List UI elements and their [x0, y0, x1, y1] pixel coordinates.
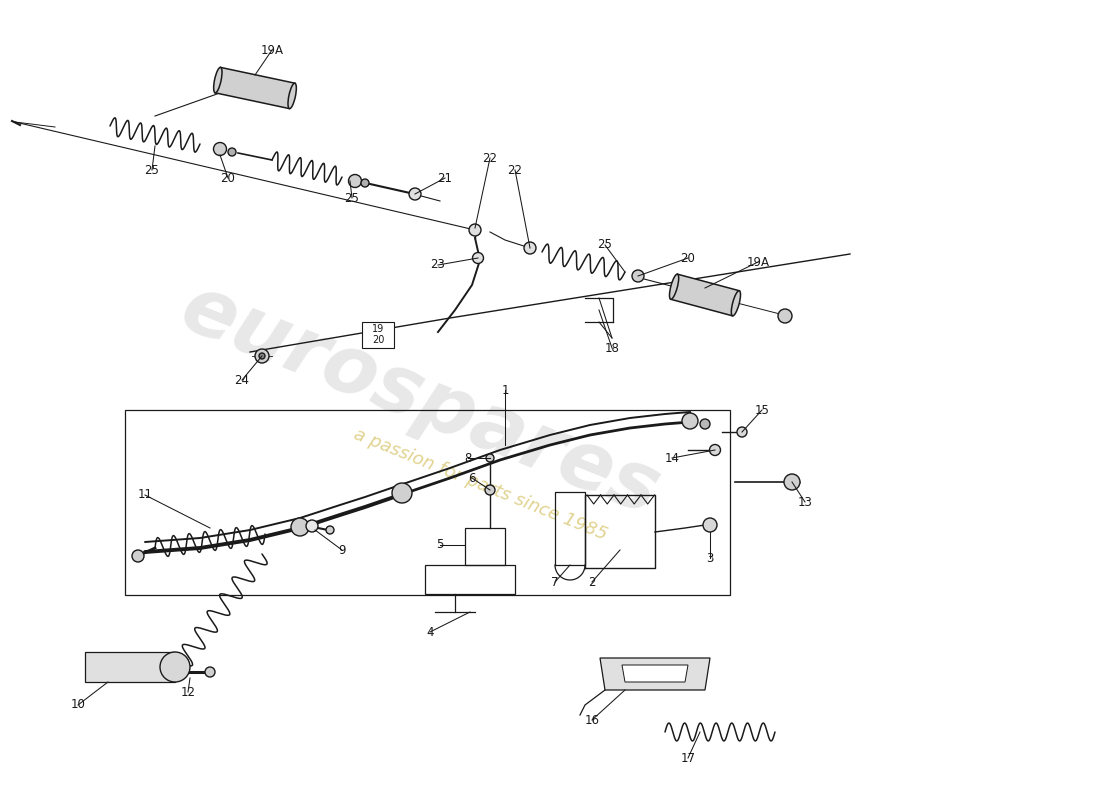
Polygon shape	[621, 665, 688, 682]
Text: 25: 25	[597, 238, 613, 251]
Circle shape	[703, 518, 717, 532]
Circle shape	[306, 520, 318, 532]
Text: 11: 11	[138, 489, 153, 502]
Text: 20: 20	[372, 335, 384, 345]
Text: 10: 10	[70, 698, 86, 711]
Text: 9: 9	[339, 543, 345, 557]
Text: 1: 1	[502, 383, 508, 397]
Text: a passion for parts since 1985: a passion for parts since 1985	[351, 426, 609, 544]
Ellipse shape	[732, 290, 740, 316]
Text: 21: 21	[438, 171, 452, 185]
Text: 7: 7	[551, 575, 559, 589]
Text: 15: 15	[755, 403, 769, 417]
Ellipse shape	[670, 274, 679, 299]
Circle shape	[486, 454, 494, 462]
Circle shape	[213, 142, 227, 155]
Circle shape	[258, 353, 265, 359]
Circle shape	[784, 474, 800, 490]
Circle shape	[349, 174, 362, 187]
Text: 23: 23	[430, 258, 446, 271]
Circle shape	[292, 518, 309, 536]
Circle shape	[473, 253, 484, 263]
Circle shape	[778, 309, 792, 323]
Text: 4: 4	[427, 626, 433, 638]
Text: 18: 18	[605, 342, 619, 354]
Text: 22: 22	[507, 163, 522, 177]
Circle shape	[228, 148, 236, 156]
Circle shape	[409, 188, 421, 200]
Circle shape	[326, 526, 334, 534]
Text: 25: 25	[344, 191, 360, 205]
Circle shape	[700, 419, 710, 429]
Text: 20: 20	[221, 171, 235, 185]
Text: 8: 8	[464, 451, 472, 465]
Bar	[362, 322, 394, 348]
Text: 3: 3	[706, 551, 714, 565]
Text: 5: 5	[437, 538, 443, 551]
Circle shape	[710, 445, 720, 455]
Circle shape	[524, 242, 536, 254]
Text: 16: 16	[584, 714, 600, 726]
Text: 2: 2	[588, 575, 596, 589]
Text: 6: 6	[469, 471, 475, 485]
Circle shape	[737, 427, 747, 437]
Text: 14: 14	[664, 451, 680, 465]
Text: 12: 12	[180, 686, 196, 698]
Circle shape	[361, 179, 368, 187]
Text: 19: 19	[372, 324, 384, 334]
Circle shape	[205, 667, 214, 677]
Circle shape	[255, 349, 270, 363]
Circle shape	[682, 413, 698, 429]
Polygon shape	[600, 658, 710, 690]
Text: 19A: 19A	[261, 43, 284, 57]
Circle shape	[160, 652, 190, 682]
Polygon shape	[671, 274, 739, 316]
Text: 25: 25	[144, 163, 159, 177]
Text: 22: 22	[483, 151, 497, 165]
Circle shape	[392, 483, 412, 503]
Circle shape	[469, 224, 481, 236]
Text: 24: 24	[234, 374, 250, 386]
Polygon shape	[85, 652, 175, 682]
Ellipse shape	[213, 67, 222, 93]
Circle shape	[132, 550, 144, 562]
Ellipse shape	[288, 83, 296, 109]
Text: eurospares: eurospares	[169, 269, 671, 531]
Text: 19A: 19A	[747, 255, 770, 269]
Polygon shape	[216, 67, 295, 109]
Text: 17: 17	[681, 751, 695, 765]
Text: 13: 13	[798, 495, 813, 509]
Circle shape	[632, 270, 644, 282]
Circle shape	[485, 485, 495, 495]
Text: 20: 20	[681, 251, 695, 265]
